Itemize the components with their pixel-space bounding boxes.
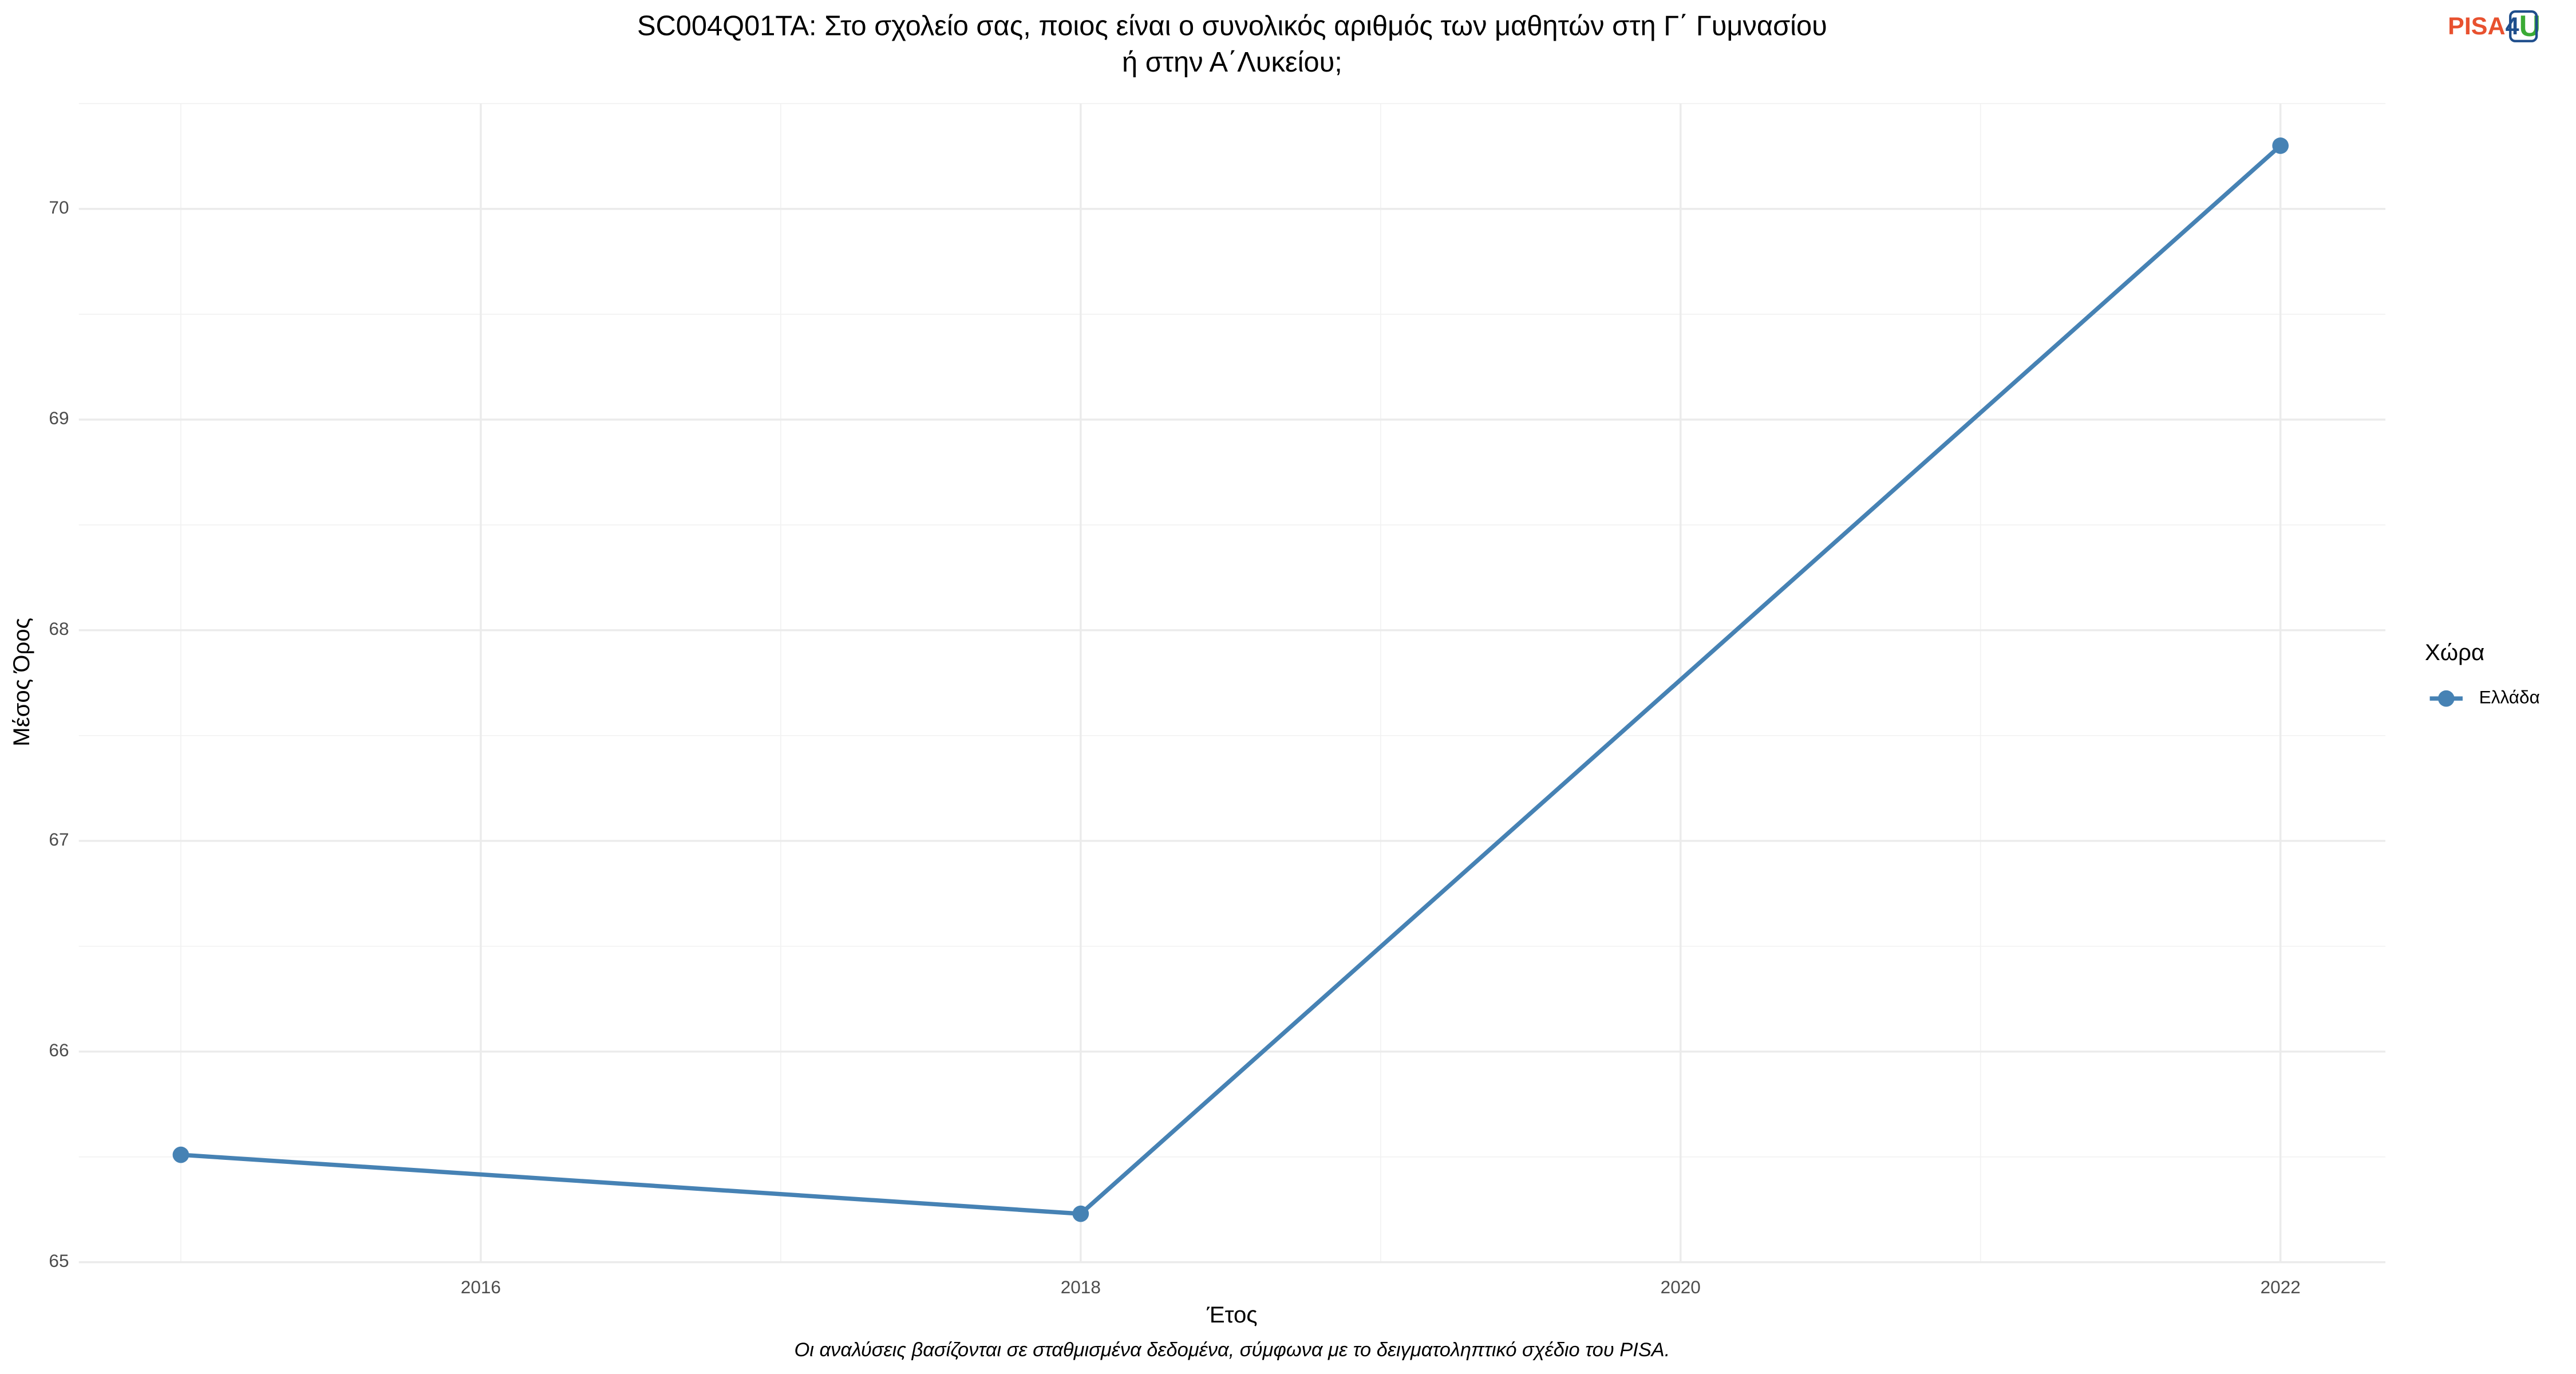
x-tick-label: 2016 bbox=[461, 1277, 501, 1297]
logo-box bbox=[2509, 10, 2538, 42]
data-point bbox=[1072, 1205, 1089, 1222]
y-tick-label: 69 bbox=[49, 408, 69, 428]
logo-part: PISA bbox=[2448, 13, 2505, 40]
data-point bbox=[172, 1146, 189, 1163]
y-axis-label: Μέσος Όρος bbox=[9, 618, 34, 747]
x-tick-label: 2022 bbox=[2261, 1277, 2301, 1297]
y-tick-label: 65 bbox=[49, 1250, 69, 1271]
y-tick-label: 66 bbox=[49, 1040, 69, 1060]
legend-title: Χώρα bbox=[2425, 639, 2484, 665]
logo: PISA4U bbox=[2448, 9, 2541, 42]
grid bbox=[78, 103, 2386, 1264]
logo-part: 4 bbox=[2506, 13, 2519, 40]
y-tick-label: 67 bbox=[49, 829, 69, 850]
x-axis-label: Έτος bbox=[1206, 1302, 1258, 1328]
caption: Οι αναλύσεις βασίζονται σε σταθμισμένα δ… bbox=[795, 1339, 1670, 1361]
data-point bbox=[2272, 137, 2289, 154]
chart-title: ή στην Α΄Λυκείου; bbox=[1122, 47, 1342, 78]
x-tick-label: 2018 bbox=[1061, 1277, 1101, 1297]
x-tick-label: 2020 bbox=[1661, 1277, 1701, 1297]
series-line bbox=[180, 144, 2282, 1216]
y-tick-label: 70 bbox=[49, 197, 69, 218]
legend-label: Ελλάδα bbox=[2479, 686, 2540, 707]
legend-swatch bbox=[2437, 690, 2455, 707]
y-tick-label: 68 bbox=[49, 618, 69, 639]
chart-title: SC004Q01TA: Στο σχολείο σας, ποιος είναι… bbox=[637, 11, 1827, 42]
